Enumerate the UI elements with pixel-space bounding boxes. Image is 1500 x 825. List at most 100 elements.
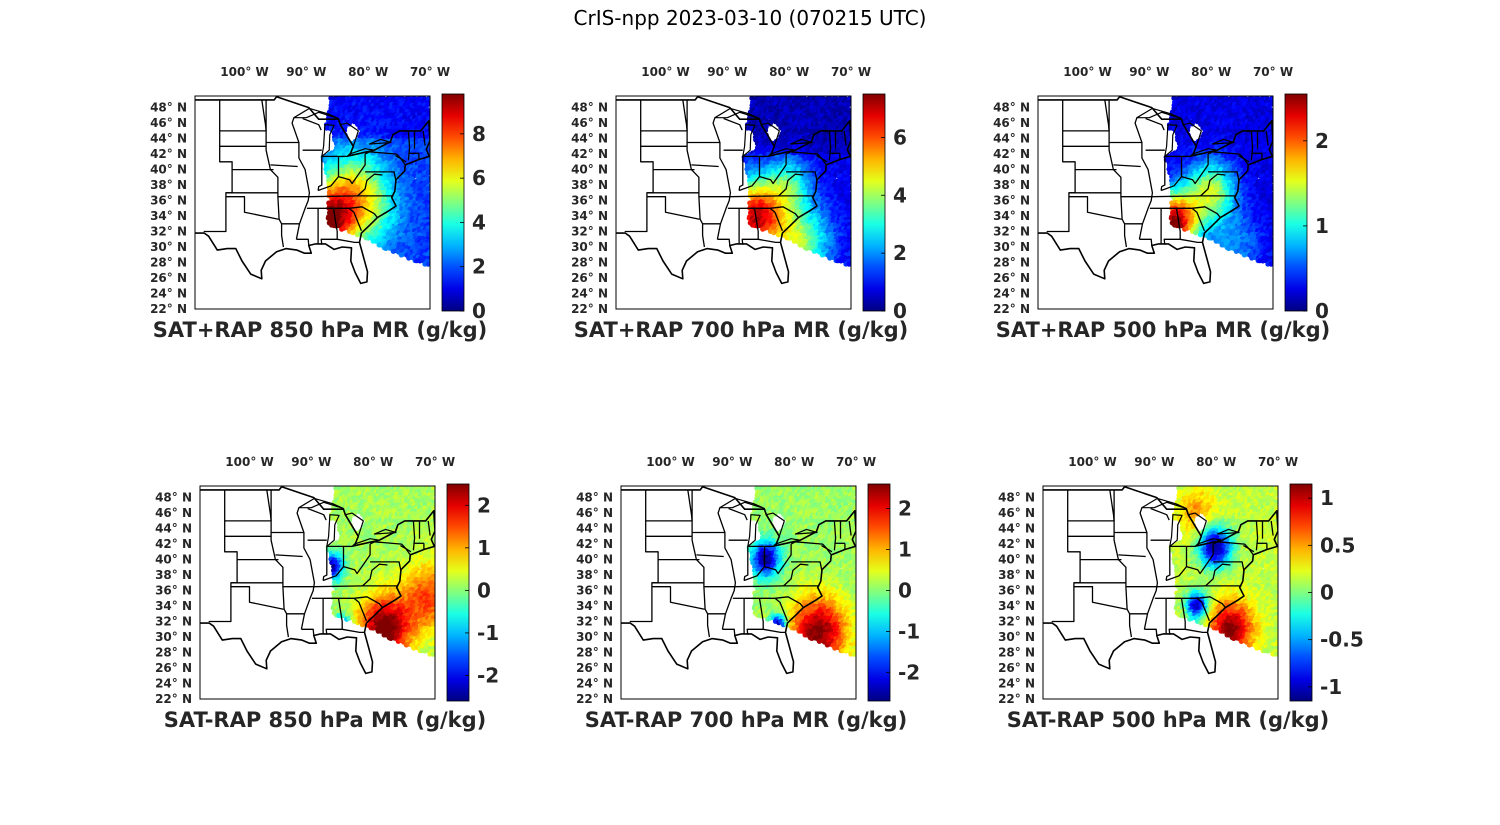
state-border	[785, 151, 828, 163]
state-border	[296, 238, 310, 246]
observation-point	[1171, 170, 1177, 176]
coastline	[195, 96, 430, 285]
observation-point	[328, 96, 334, 101]
state-border	[786, 171, 818, 182]
state-border	[738, 176, 761, 192]
longitude-label: 100° W	[220, 65, 268, 79]
state-border	[364, 151, 407, 163]
latitude-label: 38° N	[571, 178, 608, 192]
state-border	[265, 99, 285, 248]
latitude-label: 42° N	[150, 147, 187, 161]
latitude-label: 38° N	[150, 178, 187, 192]
observation-point	[1268, 170, 1273, 176]
colorbar-tick-label: 8	[472, 122, 486, 146]
great-lake-outline	[368, 138, 392, 145]
longitude-label: 90° W	[707, 65, 747, 79]
latitude-label: 46° N	[150, 116, 187, 130]
latitude-label: 22° N	[150, 302, 187, 316]
observation-point	[846, 212, 851, 218]
great-lake-outline	[346, 148, 375, 157]
latitude-label: 24° N	[571, 287, 608, 301]
state-border	[365, 171, 397, 182]
map-plot: 100° W 90° W 80° W 70° W48° N46° N44° N42° …	[993, 65, 1329, 323]
observation-point	[1249, 183, 1255, 189]
longitude-label: 90° W	[286, 65, 326, 79]
state-border	[261, 99, 267, 131]
latitude-label: 40° N	[150, 163, 187, 177]
observation-point	[819, 121, 825, 128]
state-border	[730, 195, 815, 198]
observation-point	[749, 170, 755, 176]
state-border	[270, 164, 298, 168]
observation-point	[425, 170, 430, 176]
latitude-label: 48° N	[571, 101, 608, 115]
map-plot: 100° W 90° W 80° W 70° W48° N46° N44° N42° …	[571, 65, 907, 323]
latitude-label: 32° N	[150, 225, 187, 239]
observation-point	[424, 179, 430, 185]
observation-point	[846, 231, 851, 237]
great-lake-outline	[339, 122, 359, 147]
observation-point	[1218, 167, 1224, 173]
state-border	[717, 238, 731, 246]
latitude-label: 34° N	[571, 209, 608, 223]
great-lake-outline	[789, 138, 813, 145]
observation-point	[1220, 114, 1226, 120]
colorbar-tick-label: 2	[893, 241, 907, 265]
colorbar-tick-label: 4	[893, 183, 907, 207]
observation-point	[846, 251, 851, 258]
observation-point	[372, 99, 378, 105]
map-frame	[615, 95, 852, 310]
latitude-label: 30° N	[150, 240, 187, 254]
latitude-label: 28° N	[150, 256, 187, 270]
latitude-label: 36° N	[571, 194, 608, 208]
observation-points	[1163, 96, 1273, 267]
observation-point	[425, 212, 430, 218]
observation-point	[846, 186, 851, 192]
observation-point	[846, 170, 851, 176]
state-border	[758, 238, 781, 244]
state-border	[723, 117, 743, 131]
colorbar-tick-label: 6	[472, 166, 486, 190]
observation-point	[1268, 186, 1273, 192]
state-border	[738, 156, 744, 191]
great-lake-outline	[714, 107, 761, 120]
panel-sat-plus-rap-850: 100° W 90° W 80° W 70° W 48° N 46° N 44° N 42° …	[120, 56, 540, 356]
state-border	[337, 238, 360, 244]
latitude-label: 42° N	[571, 147, 608, 161]
observation-point	[762, 225, 768, 231]
latitude-label: 26° N	[571, 271, 608, 285]
observation-point	[328, 170, 334, 176]
great-lake-outline	[767, 148, 796, 157]
figure-title: CrIS-npp 2023-03-10 (070215 UTC)	[573, 6, 927, 30]
state-border	[816, 155, 827, 166]
state-border	[338, 154, 366, 185]
observation-point	[845, 179, 851, 185]
latitude-label: 46° N	[571, 116, 608, 130]
longitude-label: 70° W	[831, 65, 871, 79]
longitude-label: 80° W	[348, 65, 388, 79]
latitude-label: 48° N	[150, 101, 187, 115]
observation-point	[425, 261, 430, 267]
state-border	[348, 207, 363, 232]
colorbar-tick-label: 0	[893, 299, 907, 323]
observation-point	[425, 186, 430, 192]
observation-point	[1215, 99, 1221, 105]
state-border	[778, 173, 804, 197]
latitude-label: 34° N	[150, 209, 187, 223]
panel-label: SAT+RAP 850 hPa MR (g/kg)	[152, 318, 488, 342]
observation-point	[796, 167, 802, 173]
latitude-label: 32° N	[571, 225, 608, 239]
latitude-label: 28° N	[571, 256, 608, 270]
map-frame	[194, 95, 431, 310]
observation-point	[798, 114, 804, 120]
observation-point	[377, 114, 383, 120]
state-border	[712, 117, 732, 240]
great-lake-outline	[293, 107, 340, 120]
state-border	[646, 196, 700, 220]
state-border	[682, 99, 688, 131]
observation-point	[806, 154, 812, 160]
longitude-label: 100° W	[641, 65, 689, 79]
state-border	[395, 155, 406, 166]
observation-point	[341, 225, 347, 231]
state-border	[317, 176, 340, 192]
